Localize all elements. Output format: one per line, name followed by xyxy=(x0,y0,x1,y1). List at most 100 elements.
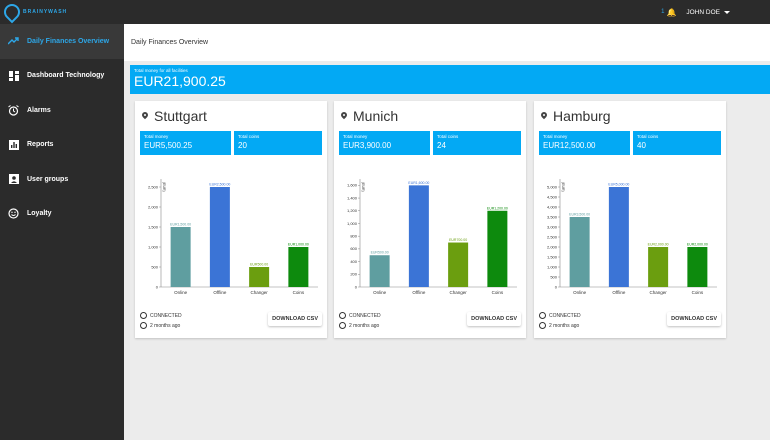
y-tick-label: 800 xyxy=(350,233,357,238)
total-money-value: EUR3,900.00 xyxy=(343,141,392,150)
x-tick-label: Offline xyxy=(612,290,625,295)
bar-value-label: EUR2,500.00 xyxy=(209,183,230,187)
sidebar-item-alarms[interactable]: Alarms xyxy=(0,93,124,128)
notifications-button[interactable]: 1 🔔 xyxy=(661,8,676,17)
bar-coins xyxy=(288,247,309,287)
trending-up-icon xyxy=(0,37,27,45)
alarm-icon xyxy=(0,104,27,116)
total-coins-label: Total coins xyxy=(437,134,459,139)
x-tick-label: Online xyxy=(373,290,387,295)
location-pin-icon xyxy=(341,112,347,120)
bar-value-label: EUR700.00 xyxy=(449,238,467,242)
last-updated-text: 2 months ago xyxy=(150,322,181,329)
sidebar-item-dashboard-technology[interactable]: Dashboard Technology xyxy=(0,59,124,94)
chevron-down-icon xyxy=(724,10,730,14)
bar-value-label: EUR1,500.00 xyxy=(170,223,191,227)
y-tick-label: 5,000 xyxy=(547,184,558,189)
sidebar: Daily Finances Overview Dashboard Techno… xyxy=(0,24,124,440)
location-pin-icon xyxy=(541,112,547,120)
sidebar-item-label: User groups xyxy=(27,175,69,183)
sidebar-item-loyalty[interactable]: Loyalty xyxy=(0,197,124,232)
card-footer: CONNECTED 2 months ago DOWNLOAD CSV xyxy=(140,312,322,332)
sidebar-item-user-groups[interactable]: User groups xyxy=(0,162,124,197)
card-footer: CONNECTED 2 months ago DOWNLOAD CSV xyxy=(339,312,521,332)
sidebar-item-label: Loyalty xyxy=(27,210,52,218)
bar-changer xyxy=(448,242,469,287)
total-coins-value: 40 xyxy=(637,141,646,150)
y-tick-label: 1,000 xyxy=(547,264,558,269)
total-money-label: Total money for all facilities xyxy=(134,68,188,73)
y-tick-label: 1,500 xyxy=(148,224,159,229)
connection-status-text: CONNECTED xyxy=(150,312,182,319)
facility-card-stuttgart: Stuttgart Total money EUR5,500.25 Total … xyxy=(135,101,327,338)
connection-status-text: CONNECTED xyxy=(549,312,581,319)
y-tick-label: 2,000 xyxy=(148,204,159,209)
connection-status: CONNECTED xyxy=(140,312,322,319)
x-tick-label: Offline xyxy=(412,290,425,295)
y-tick-label: 200 xyxy=(350,272,357,277)
facility-name: Stuttgart xyxy=(154,108,207,124)
x-tick-label: Coins xyxy=(492,290,504,295)
download-csv-button[interactable]: DOWNLOAD CSV xyxy=(467,312,521,326)
bar-changer xyxy=(249,267,270,287)
clock-icon xyxy=(539,322,546,329)
total-coins-tile: Total coins 24 xyxy=(433,131,521,155)
user-name: JOHN DOE xyxy=(686,8,720,16)
bar-value-label: EUR1,000.00 xyxy=(288,243,309,247)
app-logo[interactable]: BRAINYWASH xyxy=(0,0,67,24)
y-tick-label: 4,000 xyxy=(547,204,558,209)
bar-value-label: EUR2,000.00 xyxy=(648,243,669,247)
total-money-label: Total money xyxy=(343,134,368,139)
total-money-label: Total money xyxy=(144,134,169,139)
bar-offline xyxy=(408,185,429,287)
y-tick-label: 0 xyxy=(156,284,159,289)
bar-chart-icon xyxy=(0,139,27,150)
user-menu[interactable]: JOHN DOE xyxy=(686,9,730,16)
card-footer: CONNECTED 2 months ago DOWNLOAD CSV xyxy=(539,312,721,332)
total-money-banner: Total money for all facilities EUR21,900… xyxy=(130,65,770,94)
facility-name: Munich xyxy=(353,108,399,124)
sidebar-item-label: Alarms xyxy=(27,106,51,114)
globe-icon xyxy=(140,312,147,319)
y-tick-label: 500 xyxy=(550,274,557,279)
y-tick-label: 1,500 xyxy=(547,254,558,259)
bell-icon: 🔔 xyxy=(666,7,677,17)
bar-value-label: EUR3,500.00 xyxy=(569,213,590,217)
sidebar-item-reports[interactable]: Reports xyxy=(0,128,124,163)
y-tick-label: 3,500 xyxy=(547,214,558,219)
total-coins-tile: Total coins 40 xyxy=(633,131,721,155)
download-csv-button[interactable]: DOWNLOAD CSV xyxy=(268,312,322,326)
sidebar-item-daily-finances[interactable]: Daily Finances Overview xyxy=(0,24,124,59)
y-tick-label: 2,000 xyxy=(547,244,558,249)
logo-pin-icon xyxy=(0,0,24,24)
y-tick-label: 2,500 xyxy=(148,184,159,189)
revenue-bar-chart: (EUR) 0 200 400 600 800 1,000 1,200 1,400 1,600 EU… xyxy=(347,179,517,295)
total-coins-label: Total coins xyxy=(238,134,260,139)
revenue-bar-chart: (EUR) 0 500 1,000 1,500 2,000 2,500 EUR1,500.00… xyxy=(148,179,318,295)
total-money-tile: Total money EUR12,500.00 xyxy=(539,131,630,155)
facility-header: Hamburg xyxy=(541,108,611,124)
total-money-value: EUR5,500.25 xyxy=(144,141,193,150)
user-group-icon xyxy=(0,174,27,185)
y-tick-label: 1,400 xyxy=(347,195,358,200)
y-tick-label: 500 xyxy=(151,264,158,269)
download-csv-button[interactable]: DOWNLOAD CSV xyxy=(667,312,721,326)
connection-status-text: CONNECTED xyxy=(349,312,381,319)
total-money-tile: Total money EUR3,900.00 xyxy=(339,131,430,155)
bar-value-label: EUR2,000.00 xyxy=(687,243,708,247)
x-tick-label: Coins xyxy=(293,290,305,295)
globe-icon xyxy=(339,312,346,319)
total-money-value: EUR12,500.00 xyxy=(543,141,596,150)
x-tick-label: Changer xyxy=(649,290,667,295)
x-tick-label: Online xyxy=(174,290,188,295)
top-bar: BRAINYWASH 1 🔔 JOHN DOE xyxy=(0,0,770,24)
y-tick-label: 0 xyxy=(555,284,558,289)
y-tick-label: 2,500 xyxy=(547,234,558,239)
bar-value-label: EUR500.00 xyxy=(371,251,389,255)
bar-coins xyxy=(487,210,508,287)
y-tick-label: 600 xyxy=(350,246,357,251)
total-money-label: Total money xyxy=(543,134,568,139)
globe-icon xyxy=(539,312,546,319)
bar-online xyxy=(170,227,191,287)
connection-status: CONNECTED xyxy=(539,312,721,319)
